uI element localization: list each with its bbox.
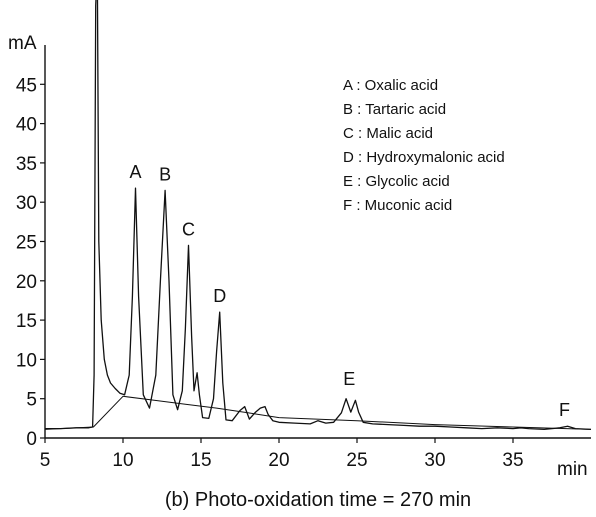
legend-entry: F : Muconic acid xyxy=(343,197,452,214)
x-tick-label: 20 xyxy=(268,450,289,471)
y-tick-label: 15 xyxy=(16,311,37,332)
legend-entry: A : Oxalic acid xyxy=(343,77,438,94)
legend-entry: E : Glycolic acid xyxy=(343,173,450,190)
y-ticks-group: 0 5 10 15 20 25 30 35 40 45 xyxy=(16,75,45,450)
y-tick-label: 0 xyxy=(26,429,37,450)
series-group xyxy=(45,0,591,431)
y-tick-label: 30 xyxy=(16,193,37,214)
y-tick-label: 25 xyxy=(16,233,37,254)
x-tick-label: 30 xyxy=(424,450,445,471)
peak-label: D xyxy=(213,286,226,306)
y-tick-label: 40 xyxy=(16,115,37,136)
peak-label: A xyxy=(129,162,141,182)
x-tick-label: 5 xyxy=(40,450,51,471)
x-tick-label: 10 xyxy=(112,450,133,471)
y-tick-label: 45 xyxy=(16,75,37,96)
peak-label: B xyxy=(159,164,171,184)
x-tick-label: 25 xyxy=(346,450,367,471)
y-tick-label: 5 xyxy=(26,390,37,411)
legend-entry: B : Tartaric acid xyxy=(343,101,446,118)
legend-entry: D : Hydroxymalonic acid xyxy=(343,149,505,166)
legend: A : Oxalic acid B : Tartaric acid C : Mali… xyxy=(343,77,505,214)
y-tick-label: 35 xyxy=(16,154,37,175)
axes-group xyxy=(44,45,591,439)
y-axis-label: mA xyxy=(8,33,37,54)
y-tick-label: 20 xyxy=(16,272,37,293)
peak-label: C xyxy=(182,219,195,239)
baseline-trace xyxy=(45,395,591,430)
peak-label: F xyxy=(559,400,570,420)
chart-caption: (b) Photo-oxidation time = 270 min xyxy=(165,489,471,511)
y-tick-label: 10 xyxy=(16,350,37,371)
x-tick-label: 15 xyxy=(190,450,211,471)
peak-labels-group: A B C D E F xyxy=(129,162,570,420)
chromatogram-trace xyxy=(45,0,591,431)
legend-entry: C : Malic acid xyxy=(343,125,433,142)
peak-label: E xyxy=(343,369,355,389)
x-tick-label: 35 xyxy=(502,450,523,471)
x-axis-label: min xyxy=(557,459,588,480)
x-ticks-group: 5 10 15 20 25 30 35 xyxy=(40,438,524,471)
